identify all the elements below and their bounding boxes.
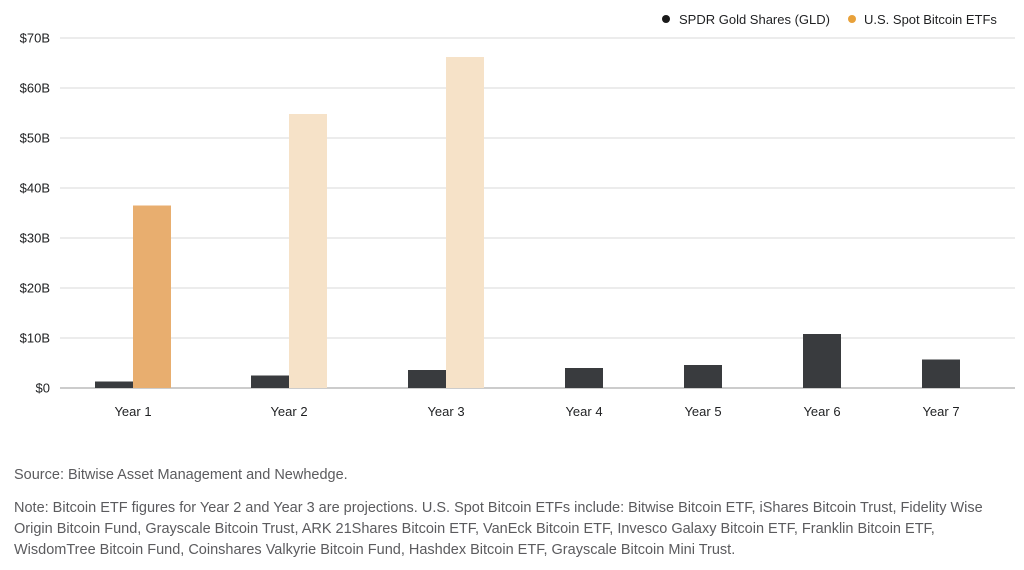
y-tick-label: $20B [20, 281, 50, 296]
legend-dot-gld [662, 15, 670, 23]
bar-gld [251, 375, 289, 388]
footnote: Note: Bitcoin ETF figures for Year 2 and… [14, 500, 983, 558]
y-tick-label: $60B [20, 81, 50, 96]
bar-bitcoin-etf [289, 114, 327, 388]
bar-gld [803, 334, 841, 388]
x-tick-label: Year 3 [427, 404, 464, 419]
y-tick-label: $30B [20, 231, 50, 246]
y-tick-label: $10B [20, 331, 50, 346]
legend-label-gld: SPDR Gold Shares (GLD) [679, 12, 830, 27]
y-tick-label: $40B [20, 181, 50, 196]
x-tick-label: Year 6 [803, 404, 840, 419]
bar-bitcoin-etf [133, 205, 171, 388]
x-tick-label: Year 5 [684, 404, 721, 419]
x-tick-label: Year 2 [270, 404, 307, 419]
y-tick-label: $70B [20, 31, 50, 46]
bar-gld [408, 370, 446, 388]
x-tick-label: Year 4 [565, 404, 602, 419]
legend-dot-bitcoin-etf [848, 15, 856, 23]
bar-gld [95, 381, 133, 388]
bar-bitcoin-etf [446, 57, 484, 388]
bar-gld [565, 368, 603, 388]
source-note: Source: Bitwise Asset Management and New… [14, 467, 348, 483]
y-tick-label: $50B [20, 131, 50, 146]
legend-label-bitcoin-etf: U.S. Spot Bitcoin ETFs [864, 12, 997, 27]
y-tick-label: $0 [36, 381, 50, 396]
bar-gld [684, 365, 722, 388]
bar-chart: $0 $10B $20B $30B $40B $50B $60B $70B Year 1 Year… [20, 12, 1015, 419]
bar-gld [922, 359, 960, 388]
x-tick-label: Year 7 [922, 404, 959, 419]
x-tick-label: Year 1 [114, 404, 151, 419]
